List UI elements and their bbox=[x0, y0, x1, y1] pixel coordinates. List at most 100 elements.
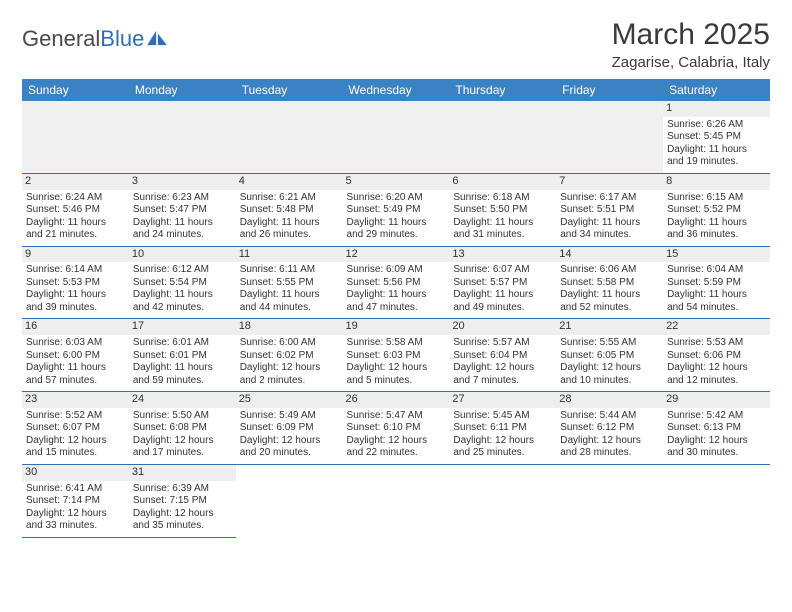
calendar-cell: 26Sunrise: 5:47 AMSunset: 6:10 PMDayligh… bbox=[343, 392, 450, 465]
cell-line: and 54 minutes. bbox=[667, 302, 766, 315]
calendar-cell: 31Sunrise: 6:39 AMSunset: 7:15 PMDayligh… bbox=[129, 464, 236, 537]
calendar-table: SundayMondayTuesdayWednesdayThursdayFrid… bbox=[22, 79, 770, 538]
day-number: 16 bbox=[22, 319, 129, 335]
calendar-cell: 11Sunrise: 6:11 AMSunset: 5:55 PMDayligh… bbox=[236, 246, 343, 319]
cell-line: Daylight: 11 hours bbox=[560, 217, 659, 230]
calendar-row: 30Sunrise: 6:41 AMSunset: 7:14 PMDayligh… bbox=[22, 464, 770, 537]
calendar-cell: 9Sunrise: 6:14 AMSunset: 5:53 PMDaylight… bbox=[22, 246, 129, 319]
cell-line: Sunset: 5:56 PM bbox=[347, 277, 446, 290]
calendar-body: 1 Sunrise: 6:26 AMSunset: 5:45 PM Daylight… bbox=[22, 101, 770, 537]
cell-line: Sunrise: 6:03 AM bbox=[26, 337, 125, 350]
cell-line: and 44 minutes. bbox=[240, 302, 339, 315]
cell-line: and 35 minutes. bbox=[133, 520, 232, 533]
cell-line: Sunset: 5:59 PM bbox=[667, 277, 766, 290]
cell-line: Sunset: 5:58 PM bbox=[560, 277, 659, 290]
cell-line: and 28 minutes. bbox=[560, 447, 659, 460]
cell-line: and 22 minutes. bbox=[347, 447, 446, 460]
cell-line: Sunset: 5:47 PM bbox=[133, 204, 232, 217]
cell-line: Daylight: 11 hours bbox=[347, 289, 446, 302]
day-number: 8 bbox=[663, 174, 770, 190]
day-header: Saturday bbox=[663, 79, 770, 101]
cell-line: Sunset: 5:45 PM bbox=[667, 131, 766, 144]
day-number: 25 bbox=[236, 392, 343, 408]
calendar-cell: 12Sunrise: 6:09 AMSunset: 5:56 PMDayligh… bbox=[343, 246, 450, 319]
cell-line: Sunrise: 6:23 AM bbox=[133, 192, 232, 205]
cell-line: Daylight: 12 hours bbox=[133, 435, 232, 448]
day-header: Wednesday bbox=[343, 79, 450, 101]
cell-line: Sunset: 6:12 PM bbox=[560, 422, 659, 435]
day-number: 11 bbox=[236, 247, 343, 263]
cell-line: Sunset: 5:48 PM bbox=[240, 204, 339, 217]
cell-line: Sunrise: 6:06 AM bbox=[560, 264, 659, 277]
calendar-cell: 8 Sunrise: 6:15 AMSunset: 5:52 PMDaylight… bbox=[663, 173, 770, 246]
cell-line: Sunset: 6:13 PM bbox=[667, 422, 766, 435]
cell-line: Sunset: 5:53 PM bbox=[26, 277, 125, 290]
cell-line: and 12 minutes. bbox=[667, 375, 766, 388]
calendar-cell bbox=[343, 464, 450, 537]
day-number: 2 bbox=[22, 174, 129, 190]
cell-line: Sunrise: 6:09 AM bbox=[347, 264, 446, 277]
cell-line: Sunset: 6:05 PM bbox=[560, 350, 659, 363]
calendar-cell bbox=[129, 101, 236, 173]
logo: GeneralBlue bbox=[22, 26, 168, 52]
calendar-cell: 3Sunrise: 6:23 AMSunset: 5:47 PMDaylight… bbox=[129, 173, 236, 246]
day-number: 10 bbox=[129, 247, 236, 263]
cell-line: Sunrise: 6:12 AM bbox=[133, 264, 232, 277]
day-number: 31 bbox=[129, 465, 236, 481]
cell-line: Sunset: 6:00 PM bbox=[26, 350, 125, 363]
cell-line: and 31 minutes. bbox=[453, 229, 552, 242]
cell-line: Sunrise: 6:26 AM bbox=[667, 119, 766, 132]
calendar-cell: 18Sunrise: 6:00 AMSunset: 6:02 PMDayligh… bbox=[236, 319, 343, 392]
cell-line: Daylight: 12 hours bbox=[453, 362, 552, 375]
calendar-cell: 4Sunrise: 6:21 AMSunset: 5:48 PMDaylight… bbox=[236, 173, 343, 246]
cell-line: Sunrise: 6:00 AM bbox=[240, 337, 339, 350]
day-number: 22 bbox=[663, 319, 770, 335]
calendar-cell: 21Sunrise: 5:55 AMSunset: 6:05 PMDayligh… bbox=[556, 319, 663, 392]
cell-line: Daylight: 12 hours bbox=[453, 435, 552, 448]
cell-line: and 26 minutes. bbox=[240, 229, 339, 242]
day-number: 15 bbox=[663, 247, 770, 263]
cell-line: and 21 minutes. bbox=[26, 229, 125, 242]
cell-line: Daylight: 11 hours bbox=[133, 289, 232, 302]
cell-line: and 49 minutes. bbox=[453, 302, 552, 315]
calendar-cell: 22Sunrise: 5:53 AMSunset: 6:06 PMDayligh… bbox=[663, 319, 770, 392]
cell-line: Sunset: 6:06 PM bbox=[667, 350, 766, 363]
calendar-cell: 13Sunrise: 6:07 AMSunset: 5:57 PMDayligh… bbox=[449, 246, 556, 319]
day-number: 18 bbox=[236, 319, 343, 335]
day-number: 6 bbox=[449, 174, 556, 190]
location: Zagarise, Calabria, Italy bbox=[612, 54, 770, 71]
cell-line: and 25 minutes. bbox=[453, 447, 552, 460]
cell-line: and 7 minutes. bbox=[453, 375, 552, 388]
day-number: 27 bbox=[449, 392, 556, 408]
cell-line: and 17 minutes. bbox=[133, 447, 232, 460]
cell-line: Sunrise: 6:15 AM bbox=[667, 192, 766, 205]
calendar-cell: 15Sunrise: 6:04 AMSunset: 5:59 PMDayligh… bbox=[663, 246, 770, 319]
calendar-cell: 16Sunrise: 6:03 AMSunset: 6:00 PMDayligh… bbox=[22, 319, 129, 392]
day-header: Friday bbox=[556, 79, 663, 101]
cell-line: Sunrise: 5:42 AM bbox=[667, 410, 766, 423]
cell-line: Sunrise: 5:47 AM bbox=[347, 410, 446, 423]
day-number: 5 bbox=[343, 174, 450, 190]
calendar-cell bbox=[449, 101, 556, 173]
cell-line: and 5 minutes. bbox=[347, 375, 446, 388]
cell-line: Daylight: 11 hours bbox=[26, 217, 125, 230]
cell-line: Daylight: 11 hours bbox=[133, 362, 232, 375]
cell-line: and 29 minutes. bbox=[347, 229, 446, 242]
cell-line: Daylight: 11 hours bbox=[667, 217, 766, 230]
cell-line: Sunset: 5:51 PM bbox=[560, 204, 659, 217]
cell-line: and 10 minutes. bbox=[560, 375, 659, 388]
calendar-cell: 2Sunrise: 6:24 AMSunset: 5:46 PMDaylight… bbox=[22, 173, 129, 246]
cell-line: and 30 minutes. bbox=[667, 447, 766, 460]
cell-line: Sunrise: 6:39 AM bbox=[133, 483, 232, 496]
title-block: March 2025 Zagarise, Calabria, Italy bbox=[612, 18, 770, 71]
day-number: 1 bbox=[663, 101, 770, 117]
cell-line: Daylight: 12 hours bbox=[347, 435, 446, 448]
calendar-row: 16 Sunrise: 6:03 AMSunset: 6:00 PM Dayligh… bbox=[22, 319, 770, 392]
cell-line: Sunset: 5:52 PM bbox=[667, 204, 766, 217]
calendar-cell bbox=[556, 101, 663, 173]
day-number: 13 bbox=[449, 247, 556, 263]
calendar-cell: 25Sunrise: 5:49 AMSunset: 6:09 PMDayligh… bbox=[236, 392, 343, 465]
calendar-cell: 23Sunrise: 5:52 AMSunset: 6:07 PMDayligh… bbox=[22, 392, 129, 465]
cell-line: Sunrise: 6:07 AM bbox=[453, 264, 552, 277]
calendar-cell: 24Sunrise: 5:50 AMSunset: 6:08 PMDayligh… bbox=[129, 392, 236, 465]
